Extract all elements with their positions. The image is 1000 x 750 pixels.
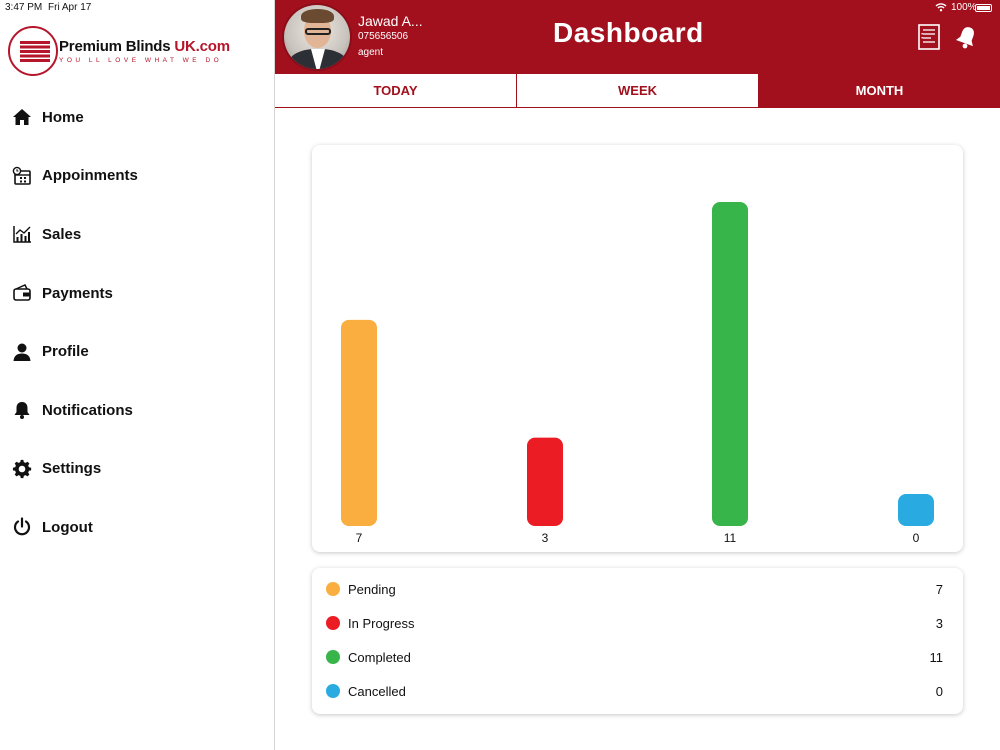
brand-logo: Premium Blinds UK.com YOU LL LOVE WHAT W…	[8, 26, 268, 78]
bar-pending	[341, 319, 377, 526]
legend-row-completed: Completed 11	[312, 640, 963, 674]
bar-value-label: 7	[356, 531, 363, 545]
status-date: Fri Apr 17	[48, 2, 92, 13]
legend-value: 0	[935, 683, 943, 699]
sidebar-item-notifications[interactable]: Notifications	[0, 381, 274, 440]
legend-row-cancelled: Cancelled 0	[312, 674, 963, 708]
sidebar: 3:47 PM Fri Apr 17 Premium Blinds UK.com…	[0, 0, 275, 750]
sidebar-item-payments[interactable]: Payments	[0, 264, 274, 323]
completed-dot	[326, 650, 340, 664]
battery-level: 100%	[951, 2, 977, 13]
user-phone: 075656506	[358, 31, 409, 42]
period-tabs: TODAY WEEK MONTH	[275, 74, 1000, 108]
gear-icon	[11, 458, 33, 480]
logo-emblem	[8, 26, 58, 76]
sidebar-item-label: Settings	[42, 460, 102, 478]
sidebar-item-label: Sales	[42, 225, 82, 243]
sidebar-item-appointments[interactable]: Appoinments	[0, 147, 274, 206]
sidebar-item-home[interactable]: Home	[0, 88, 274, 147]
bar-value-label: 3	[542, 531, 549, 545]
notification-bell-icon[interactable]	[955, 24, 981, 50]
chart-icon	[11, 223, 33, 245]
tab-month[interactable]: MONTH	[758, 74, 1000, 107]
sidebar-item-label: Appoinments	[42, 167, 138, 185]
legend-value: 7	[935, 581, 943, 597]
brand-name: Premium Blinds UK.com	[59, 38, 230, 55]
legend-value: 3	[935, 615, 943, 631]
bar-chart: 7 3 11 0	[341, 202, 934, 545]
sidebar-item-label: Profile	[42, 343, 89, 361]
user-name: Jawad A...	[358, 13, 423, 29]
page-title: Dashboard	[553, 17, 704, 48]
wifi-icon	[935, 2, 947, 15]
bar-chart-card: 7 3 11 0	[312, 145, 963, 552]
status-legend: Pending 7 In Progress 3 Completed 11 Can…	[312, 568, 963, 714]
sidebar-item-logout[interactable]: Logout	[0, 498, 274, 557]
brand-name-main: Premium Blinds	[59, 38, 171, 55]
sidebar-item-profile[interactable]: Profile	[0, 322, 274, 381]
bar-completed	[712, 202, 748, 526]
sidebar-item-label: Payments	[42, 284, 113, 302]
legend-label: Pending	[348, 581, 396, 597]
tab-week[interactable]: WEEK	[516, 74, 758, 107]
status-time: 3:47 PM	[5, 2, 43, 13]
user-role: agent	[358, 47, 384, 58]
bell-icon	[11, 399, 33, 421]
sidebar-nav: Home Appoinments Sales Payments	[0, 88, 274, 557]
legend-row-pending: Pending 7	[312, 572, 963, 606]
sidebar-item-label: Logout	[42, 518, 93, 536]
user-icon	[11, 341, 33, 363]
pending-dot	[326, 582, 340, 596]
bar-value-label: 11	[724, 531, 737, 545]
blinds-icon	[20, 41, 50, 63]
battery-icon	[975, 4, 992, 12]
sidebar-item-label: Notifications	[42, 401, 133, 419]
app-header: Jawad A... 075656506 agent Dashboard 100…	[275, 0, 1000, 74]
sidebar-item-settings[interactable]: Settings	[0, 440, 274, 499]
sidebar-item-sales[interactable]: Sales	[0, 205, 274, 264]
legend-label: In Progress	[348, 615, 415, 631]
home-icon	[11, 106, 33, 128]
cancelled-dot	[326, 684, 340, 698]
legend-label: Completed	[348, 649, 411, 665]
in-progress-dot	[326, 616, 340, 630]
status-bar: 3:47 PM Fri Apr 17	[0, 0, 275, 14]
wallet-icon	[11, 282, 33, 304]
avatar[interactable]	[282, 3, 352, 71]
legend-row-in-progress: In Progress 3	[312, 606, 963, 640]
power-icon	[11, 516, 33, 538]
brand-tagline: YOU LL LOVE WHAT WE DO	[59, 57, 223, 64]
legend-label: Cancelled	[348, 683, 406, 699]
tab-today[interactable]: TODAY	[275, 74, 516, 107]
calendar-icon	[11, 165, 33, 187]
bar-value-label: 0	[913, 531, 920, 545]
brand-name-accent: UK.com	[174, 38, 230, 55]
sidebar-item-label: Home	[42, 108, 84, 126]
legend-value: 11	[929, 649, 944, 665]
bar-cancelled	[898, 494, 934, 526]
report-icon[interactable]	[918, 24, 940, 50]
bar-in-progress	[527, 437, 563, 526]
